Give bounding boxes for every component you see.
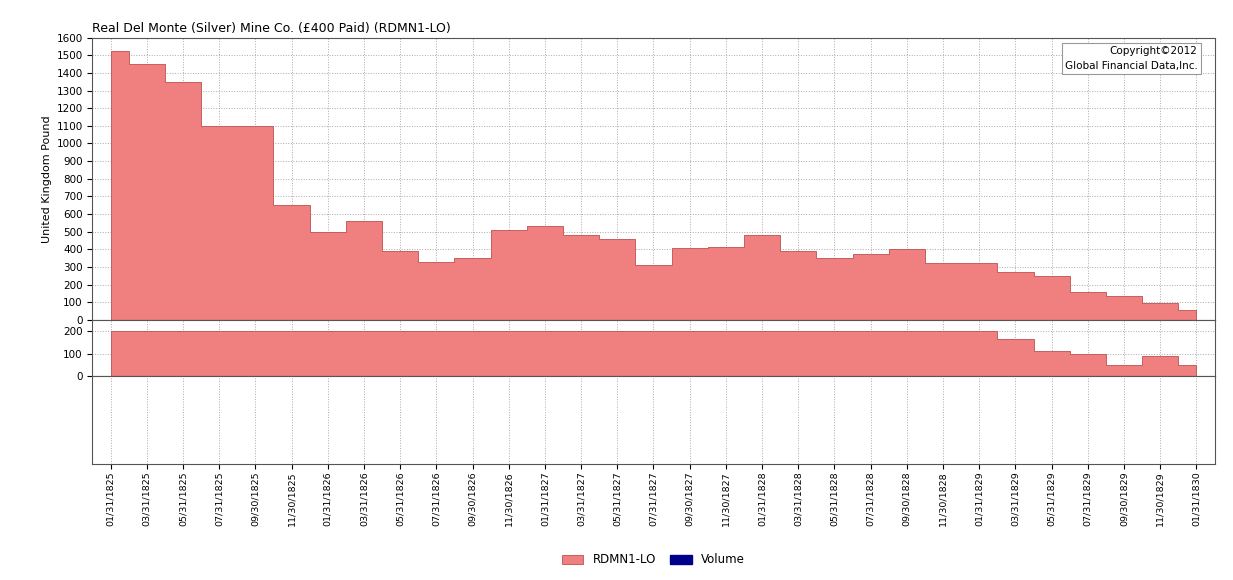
X-axis label: Volume: Volume	[92, 379, 132, 389]
Text: Copyright©2012
Global Financial Data,Inc.: Copyright©2012 Global Financial Data,Inc…	[1065, 46, 1197, 71]
Text: Real Del Monte (Silver) Mine Co. (£400 Paid) (RDMN1-LO): Real Del Monte (Silver) Mine Co. (£400 P…	[92, 22, 451, 35]
Y-axis label: United Kingdom Pound: United Kingdom Pound	[42, 115, 52, 242]
Legend: RDMN1-LO, Volume: RDMN1-LO, Volume	[557, 549, 750, 571]
